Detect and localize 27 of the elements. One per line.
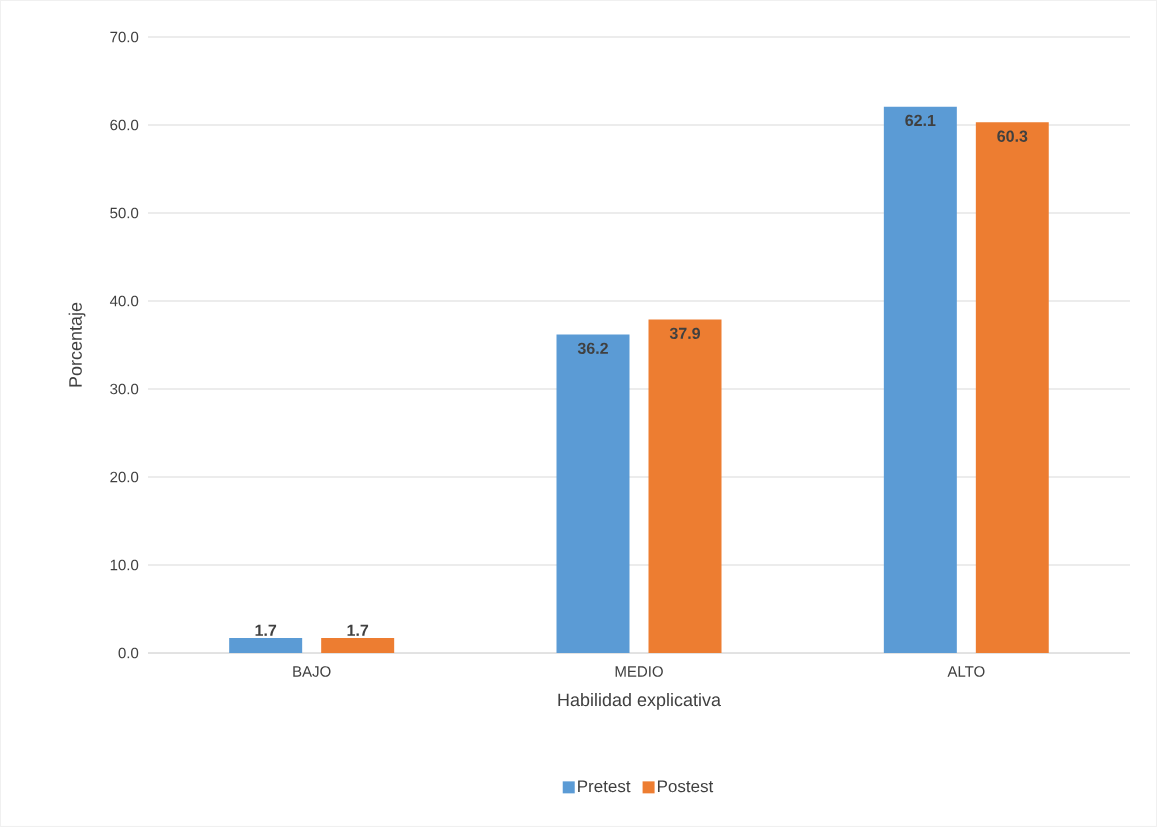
x-tick-label: ALTO — [947, 666, 985, 677]
y-tick-label: 60.0 — [110, 119, 139, 131]
bar — [229, 638, 303, 653]
data-label: 1.7 — [347, 624, 369, 636]
y-tick-label: 70.0 — [110, 31, 139, 43]
data-label: 37.9 — [669, 327, 700, 340]
x-tick-label: BAJO — [293, 666, 331, 677]
y-tick-label: 10.0 — [110, 559, 139, 571]
y-tick-label: 40.0 — [109, 295, 139, 307]
data-label: 62.1 — [905, 114, 936, 127]
y-tick-label: 0.0 — [118, 647, 139, 659]
bar — [975, 122, 1049, 653]
legend-label: Pretest — [578, 780, 631, 793]
y-tick-label: 20.0 — [110, 471, 139, 483]
bar — [556, 334, 630, 653]
bar — [648, 319, 722, 653]
data-label: 60.3 — [997, 130, 1028, 142]
y-axis-title: Porcentaje — [68, 302, 86, 387]
bar — [321, 638, 395, 653]
x-tick-label: MEDIO — [615, 666, 663, 677]
y-tick-label: 50.0 — [110, 207, 139, 219]
data-label: 36.2 — [577, 342, 608, 354]
legend-label: Postest — [657, 780, 714, 793]
data-label: 1.7 — [255, 624, 277, 636]
y-tick-label: 30.0 — [110, 383, 139, 395]
x-axis-title: Habilidad explicativa — [558, 693, 721, 710]
bar — [883, 106, 957, 653]
